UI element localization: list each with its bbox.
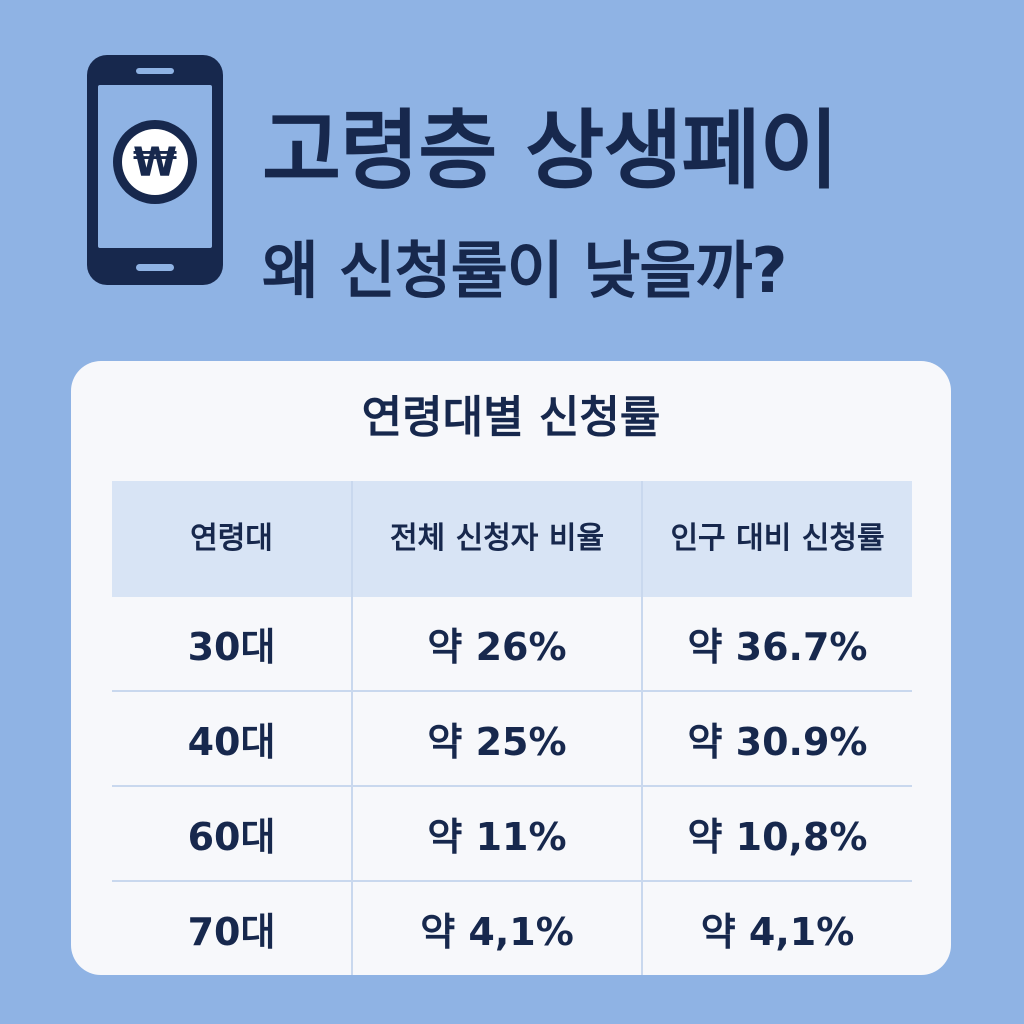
age-cell: 60대 — [112, 785, 352, 881]
table-row: 40대 약 25% 약 30.9% — [112, 690, 912, 786]
won-symbol: ₩ — [133, 140, 177, 186]
page-subtitle: 왜 신청률이 낮을까? — [262, 234, 787, 307]
table-row: 30대 약 26% 약 36.7% — [112, 597, 912, 691]
smartphone-won-icon: ₩ — [87, 55, 223, 285]
age-rate-table: 연령대 전체 신청자 비율 인구 대비 신청률 30대 약 26% 약 36.7… — [112, 481, 912, 975]
age-cell: 70대 — [112, 880, 352, 975]
rate-cell: 약 4,1% — [641, 880, 912, 975]
age-cell: 30대 — [187, 625, 276, 669]
rate-cell: 약 10,8% — [641, 785, 912, 881]
share-cell: 약 26% — [351, 597, 642, 691]
column-header-share: 전체 신청자 비율 — [351, 481, 642, 597]
page-title: 고령층 상생페이 — [262, 101, 839, 201]
column-header-rate: 인구 대비 신청률 — [641, 481, 912, 597]
share-cell: 약 4,1% — [351, 880, 642, 975]
age-cell: 40대 — [112, 690, 352, 786]
rate-cell: 약 30.9% — [641, 690, 912, 786]
column-header-age: 연령대 — [112, 481, 352, 597]
card-title: 연령대별 신청률 — [361, 392, 661, 443]
table-row: 60대 약 11% 약 10,8% — [112, 785, 912, 881]
rate-cell: 약 36.7% — [641, 597, 912, 691]
stats-card: 연령대별 신청률 연령대 전체 신청자 비율 인구 대비 신청률 30대 약 2… — [71, 361, 951, 975]
share-cell: 약 11% — [351, 785, 642, 881]
table-header-row: 연령대 전체 신청자 비율 인구 대비 신청률 — [112, 481, 912, 597]
table-row: 70대 약 4,1% 약 4,1% — [112, 880, 912, 975]
share-cell: 약 25% — [351, 690, 642, 786]
